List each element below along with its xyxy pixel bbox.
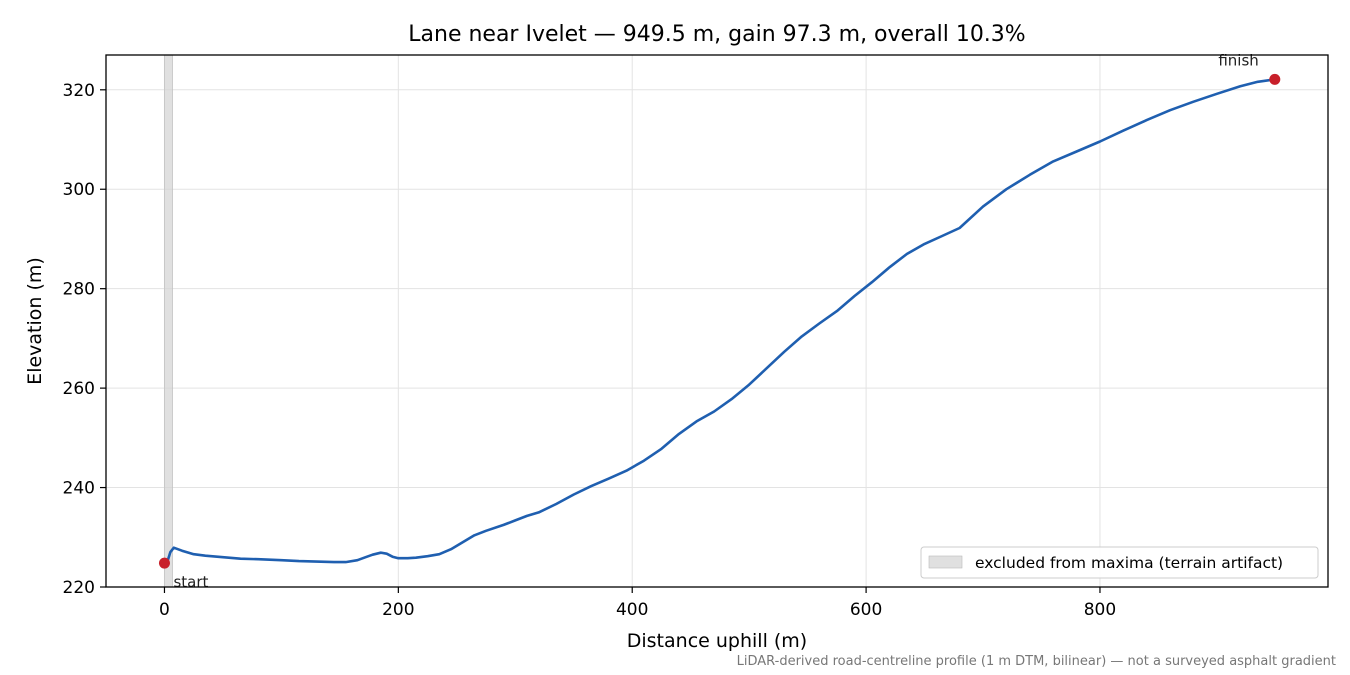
finish-label: finish: [1218, 51, 1258, 69]
chart-title: Lane near Ivelet — 949.5 m, gain 97.3 m,…: [408, 22, 1025, 47]
start-marker: [158, 557, 170, 569]
excluded-region-band: [164, 54, 173, 588]
x-tick-label: 800: [1084, 600, 1116, 620]
x-axis-label: Distance uphill (m): [627, 630, 807, 652]
y-tick-label: 300: [63, 180, 95, 200]
grid-lines: [106, 55, 1328, 588]
y-tick-label: 220: [63, 578, 95, 598]
y-tick-label: 260: [63, 379, 95, 399]
footnote: LiDAR-derived road-centreline profile (1…: [737, 654, 1336, 669]
x-tick-label: 200: [382, 600, 414, 620]
start-label: start: [173, 573, 208, 591]
y-axis-ticks: 220 240 260 280 300 320: [63, 81, 106, 598]
y-tick-label: 280: [63, 280, 95, 300]
elevation-line: [163, 78, 1277, 565]
x-tick-label: 600: [850, 600, 882, 620]
legend-box: [920, 546, 1319, 579]
finish-marker: [1269, 73, 1281, 85]
x-tick-label: 0: [159, 600, 170, 620]
x-axis-ticks: 0 200 400 600 800: [159, 587, 1116, 620]
y-tick-label: 240: [63, 479, 95, 499]
legend-label: excluded from maxima (terrain artifact): [975, 554, 1283, 572]
y-axis-label: Elevation (m): [24, 257, 46, 385]
legend-swatch: [928, 555, 963, 569]
y-tick-label: 320: [63, 81, 95, 101]
marker-layer: start finish: [158, 51, 1281, 591]
x-tick-label: 400: [616, 600, 648, 620]
excluded-region-layer: [164, 54, 173, 588]
plot-frame: [105, 54, 1329, 588]
legend: excluded from maxima (terrain artifact): [920, 546, 1319, 579]
series-layer: [163, 78, 1277, 565]
